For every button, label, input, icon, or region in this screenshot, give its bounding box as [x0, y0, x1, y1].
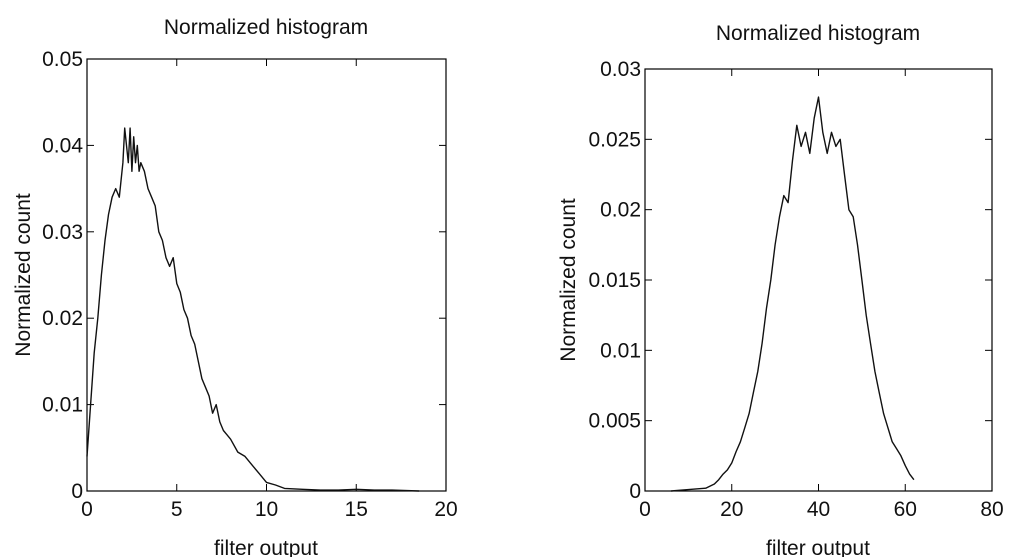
x-tick-label: 0: [639, 498, 651, 521]
x-tick-label: 5: [171, 498, 183, 521]
y-tick-label: 0.03: [600, 58, 641, 81]
y-tick-label: 0.015: [588, 269, 641, 292]
x-tick-label: 0: [81, 498, 93, 521]
y-tick-label: 0.005: [588, 410, 641, 433]
y-tick-label: 0.01: [600, 339, 641, 362]
y-axis-label: Normalized count: [557, 198, 580, 362]
x-tick-label: 15: [345, 498, 368, 521]
y-tick-label: 0.01: [42, 394, 83, 417]
x-tick-label: 40: [807, 498, 830, 521]
y-tick-label: 0: [71, 480, 83, 503]
y-tick-label: 0.05: [42, 48, 83, 71]
x-tick-label: 20: [720, 498, 743, 521]
data-series-line: [86, 127, 420, 492]
x-tick-label: 60: [894, 498, 917, 521]
y-tick-label: 0.04: [42, 134, 83, 157]
x-tick-label: 10: [255, 498, 278, 521]
y-tick-label: 0.025: [588, 128, 641, 151]
chart-title: Normalized histogram: [716, 22, 920, 45]
chart-left: Normalized histogram 0 5 10 15 20 0 0.01 0.02 0.…: [12, 16, 458, 557]
plot-frame: [644, 68, 993, 492]
y-tick-label: 0.02: [42, 307, 83, 330]
y-tick-label: 0: [629, 480, 641, 503]
y-tick-label: 0.02: [600, 199, 641, 222]
x-axis-label: filter output: [214, 537, 318, 557]
chart-title: Normalized histogram: [164, 16, 368, 39]
chart-right: Normalized histogram 0 20 40 60 80 0 0.005 0.01…: [557, 22, 1004, 557]
plot-frame: [86, 58, 447, 492]
tick-group: 0 20 40 60 80 0 0.005 0.01 0.015 0.02 0.025 0.03: [588, 58, 1003, 521]
x-tick-label: 20: [434, 498, 457, 521]
data-series-line: [670, 96, 915, 492]
y-axis-label: Normalized count: [12, 193, 35, 357]
x-axis-label: filter output: [766, 537, 870, 557]
y-tick-label: 0.03: [42, 221, 83, 244]
x-tick-label: 80: [980, 498, 1003, 521]
tick-group: 0 5 10 15 20 0 0.01 0.02 0.03 0.04 0.05: [42, 48, 458, 521]
